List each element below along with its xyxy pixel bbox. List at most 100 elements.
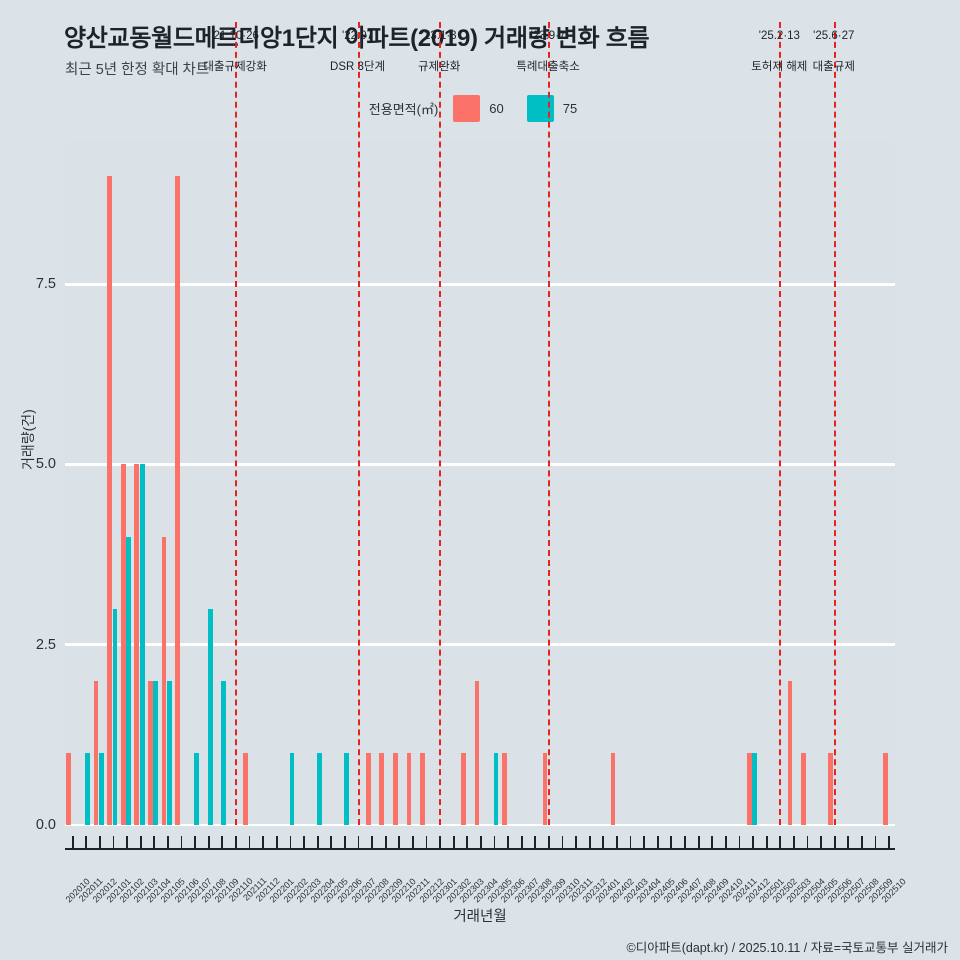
- bar: [194, 752, 200, 825]
- x-tick: [724, 836, 727, 849]
- plot-area: 0.0 2.5 5.0 7.5 '21.10·26 대출규제강화 '22.07 DSR 3단…: [36, 22, 895, 833]
- event-text: 특례대출축소: [516, 60, 580, 73]
- x-tick: [575, 836, 578, 849]
- event-date: '25.2·13: [758, 30, 800, 42]
- x-tick: [711, 836, 714, 849]
- x-tick: [384, 836, 387, 849]
- bar: [882, 752, 888, 825]
- x-tick: [452, 836, 455, 849]
- y-tick-label: 0.0: [35, 817, 56, 833]
- bar: [112, 608, 118, 825]
- bar: [493, 752, 499, 825]
- event-date: '22.07: [342, 30, 374, 42]
- x-tick: [847, 836, 850, 849]
- event-line: [833, 22, 836, 825]
- bar: [153, 680, 159, 825]
- x-axis-line: [65, 848, 895, 851]
- bar: [787, 680, 793, 825]
- x-tick: [275, 836, 278, 849]
- event-line: [357, 22, 360, 825]
- bar: [752, 752, 757, 825]
- x-tick: [520, 836, 523, 849]
- x-tick: [139, 836, 142, 849]
- event-label: '22.07 DSR 3단계: [330, 28, 385, 77]
- event-label: '25.6·27 대출규제: [813, 28, 855, 77]
- bar: [746, 752, 752, 825]
- gridline: [65, 282, 895, 286]
- x-tick: [343, 836, 346, 849]
- x-tick: [194, 836, 197, 849]
- x-tick: [357, 836, 360, 849]
- event-line: [548, 22, 551, 825]
- event-label: '25.2·13 토허제 해제: [751, 28, 807, 77]
- gridline: [65, 643, 895, 647]
- x-axis: 202010 202011 202012 202101 202102 202103 2021…: [63, 825, 908, 905]
- page-subtitle: 최근 5년 한정 확대 차트: [65, 62, 210, 78]
- plot-background: [65, 140, 895, 825]
- x-axis-title: 거래년월: [453, 909, 507, 925]
- x-tick: [765, 836, 768, 849]
- chart-legend: 전용면적(㎡) 60 75: [0, 95, 960, 122]
- x-tick: [167, 836, 169, 849]
- x-tick: [534, 836, 537, 849]
- bar: [93, 680, 99, 825]
- legend-label-60: 60: [489, 101, 504, 116]
- gridline: [65, 823, 895, 827]
- bar: [175, 176, 181, 825]
- event-line: [235, 22, 238, 825]
- x-tick: [480, 836, 482, 849]
- bar: [379, 752, 385, 825]
- legend-title: 전용면적(㎡): [368, 102, 439, 117]
- event-label: '23.9·7 특례대출축소: [516, 28, 579, 77]
- x-tick: [303, 836, 305, 849]
- gridline: [65, 463, 895, 466]
- x-tick: [697, 836, 700, 849]
- x-tick: [398, 836, 401, 849]
- chart-credit: ©디아파트(dapt.kr) / 2025.10.11 / 자료=국토교통부 실…: [626, 941, 949, 955]
- event-line: [439, 22, 442, 825]
- x-tick: [99, 836, 101, 849]
- bar: [392, 752, 398, 825]
- x-tick: [289, 836, 292, 849]
- x-tick: [493, 836, 496, 849]
- bar: [420, 752, 425, 825]
- bar: [167, 680, 172, 825]
- x-tick: [330, 836, 333, 849]
- x-tick: [670, 836, 673, 849]
- bar: [365, 752, 371, 825]
- bar: [120, 464, 126, 825]
- bar: [126, 536, 132, 825]
- bar: [134, 464, 140, 825]
- y-tick-label: 2.5: [35, 636, 56, 653]
- x-tick: [779, 836, 782, 849]
- x-tick: [262, 836, 265, 849]
- bar: [139, 464, 145, 825]
- bar: [343, 752, 349, 825]
- x-tick: [548, 836, 550, 849]
- event-label: '21.10·26 대출규제강화: [203, 28, 266, 77]
- bar: [542, 752, 548, 825]
- bar: [316, 752, 322, 825]
- x-tick: [874, 836, 877, 849]
- bar: [460, 752, 466, 825]
- x-tick: [561, 836, 564, 849]
- x-tick: [425, 836, 428, 849]
- x-tick: [221, 836, 224, 849]
- x-tick: [792, 836, 795, 849]
- bar: [148, 680, 153, 825]
- x-tick: [888, 836, 890, 849]
- x-tick: [235, 836, 237, 849]
- bar: [243, 752, 249, 825]
- event-label: '23.1·3 규제완화: [418, 28, 460, 77]
- page-title: 양산교동월드메르디앙1단지 아파트(2019) 거래량 변화 흐름: [64, 25, 650, 52]
- event-text: DSR 3단계: [330, 60, 386, 73]
- y-tick-label: 7.5: [35, 276, 56, 293]
- x-tick: [180, 836, 183, 849]
- bar: [85, 752, 91, 825]
- x-tick: [316, 836, 319, 849]
- x-tick: [616, 836, 618, 849]
- x-tick: [466, 836, 469, 849]
- event-text: 토허제 해제: [751, 60, 808, 73]
- x-tick: [207, 836, 210, 849]
- x-tick: [602, 836, 605, 849]
